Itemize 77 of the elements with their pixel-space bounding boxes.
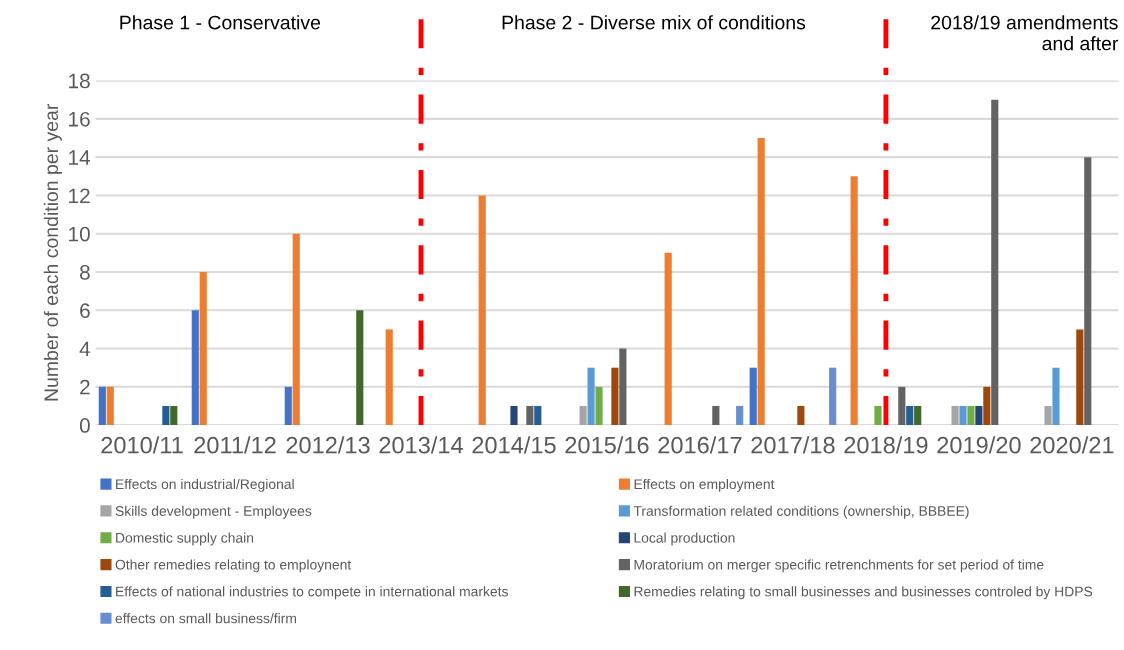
x-tick-label: 2013/14 bbox=[379, 436, 463, 454]
legend-label: Local production bbox=[634, 532, 735, 546]
bar bbox=[959, 405, 967, 426]
bar bbox=[914, 405, 922, 426]
legend-label: Moratorium on merger specific retrenchments for set period of time bbox=[634, 559, 1044, 573]
bar bbox=[106, 386, 114, 426]
bar bbox=[595, 386, 603, 426]
y-tick-label: 4 bbox=[79, 341, 91, 357]
bar bbox=[797, 405, 805, 426]
legend-label: Transformation related conditions (ownership, BBBEE) bbox=[633, 505, 969, 519]
legend-label: Effects on employment bbox=[634, 478, 775, 492]
bar bbox=[829, 367, 837, 426]
bar bbox=[191, 310, 199, 426]
bar bbox=[906, 405, 914, 426]
bar bbox=[983, 386, 991, 426]
bar bbox=[712, 405, 720, 426]
bar bbox=[534, 405, 542, 426]
y-tick-label: 14 bbox=[69, 150, 91, 165]
bar bbox=[526, 405, 534, 426]
bar bbox=[1084, 157, 1092, 426]
x-tick-label: 2014/15 bbox=[472, 436, 556, 454]
bar bbox=[664, 252, 672, 426]
y-tick-label: 6 bbox=[80, 303, 90, 319]
bar bbox=[611, 367, 619, 426]
bar bbox=[1044, 405, 1052, 426]
bar bbox=[510, 405, 518, 426]
text: Phase 1 - Conservative bbox=[120, 15, 321, 30]
bar bbox=[199, 271, 207, 426]
y-tick-label: 2 bbox=[80, 379, 90, 395]
bar bbox=[292, 233, 300, 426]
bar bbox=[98, 386, 106, 426]
bar bbox=[162, 405, 170, 426]
bar bbox=[898, 386, 906, 426]
x-tick-label: 2020/21 bbox=[1030, 436, 1114, 454]
bar bbox=[385, 329, 393, 426]
legend-label: Skills development - Employees bbox=[115, 505, 312, 519]
bar bbox=[356, 310, 364, 426]
bar bbox=[1052, 367, 1060, 426]
y-axis-title: Number of each condition per year bbox=[43, 104, 62, 401]
y-tick-label: 12 bbox=[69, 188, 90, 203]
x-tick-label: 2018/19 bbox=[844, 436, 928, 454]
text: Phase 2 - Diverse mix of conditions bbox=[502, 15, 806, 30]
y-tick-label: 18 bbox=[69, 73, 90, 89]
bar bbox=[579, 405, 587, 426]
y-tick-label: 10 bbox=[69, 226, 90, 242]
bar bbox=[850, 176, 858, 426]
text: 2018/19 amendments and after bbox=[931, 15, 1119, 51]
bar bbox=[170, 405, 178, 426]
bar bbox=[736, 405, 744, 426]
bar bbox=[284, 386, 292, 426]
y-tick-label: 16 bbox=[69, 111, 90, 127]
bar bbox=[619, 348, 627, 426]
x-tick-label: 2017/18 bbox=[751, 436, 835, 454]
legend-label: Effects on industrial/Regional bbox=[116, 478, 294, 492]
y-tick-label: 0 bbox=[79, 418, 90, 433]
bar bbox=[967, 405, 975, 426]
bar bbox=[757, 138, 765, 426]
bar bbox=[478, 195, 486, 426]
legend-label: effects on small business/firm bbox=[115, 613, 296, 624]
legend-label: Domestic supply chain bbox=[116, 532, 254, 546]
x-tick-label: 2015/16 bbox=[565, 436, 649, 454]
x-tick-label: 2010/11 bbox=[101, 436, 183, 454]
bar bbox=[1076, 329, 1084, 426]
bar bbox=[991, 99, 999, 426]
x-tick-label: 2011/12 bbox=[194, 436, 276, 454]
x-tick-label: 2012/13 bbox=[286, 436, 370, 454]
bar bbox=[951, 405, 959, 426]
bar bbox=[975, 405, 983, 426]
x-tick-label: 2019/20 bbox=[937, 436, 1021, 454]
legend-label: Other remedies relating to employnent bbox=[115, 559, 352, 573]
bar bbox=[749, 367, 757, 426]
bar bbox=[587, 367, 595, 426]
legend-label: Effects of national industries to compete in international markets bbox=[116, 586, 508, 600]
x-tick-label: 2016/17 bbox=[658, 436, 742, 454]
y-tick-label: 8 bbox=[80, 264, 90, 280]
bar bbox=[874, 405, 882, 426]
legend-label: Remedies relating to small businesses and businesses controled by HDPS bbox=[634, 586, 1093, 600]
